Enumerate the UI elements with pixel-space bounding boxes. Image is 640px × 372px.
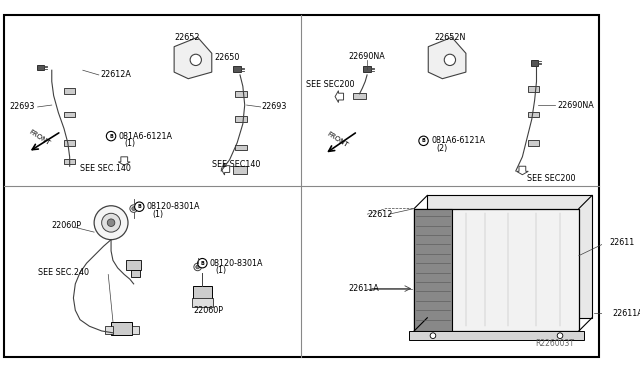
Bar <box>528 140 540 145</box>
Bar <box>126 260 141 270</box>
Bar <box>192 298 212 307</box>
Text: B: B <box>422 138 426 143</box>
Text: 22612: 22612 <box>367 210 392 219</box>
Bar <box>410 331 584 340</box>
Bar <box>64 140 76 145</box>
Text: 22650: 22650 <box>214 54 240 62</box>
Bar <box>131 270 140 277</box>
Text: 22690NA: 22690NA <box>348 52 385 61</box>
Text: 22690NA: 22690NA <box>557 100 594 110</box>
Text: 22060P: 22060P <box>193 306 223 315</box>
Circle shape <box>190 54 202 65</box>
Polygon shape <box>221 163 230 175</box>
Bar <box>236 145 246 150</box>
Bar <box>236 91 246 97</box>
Text: SEE SEC200: SEE SEC200 <box>306 80 355 89</box>
Text: 22612A: 22612A <box>100 70 132 80</box>
Circle shape <box>94 206 128 240</box>
Text: 22693: 22693 <box>10 102 35 112</box>
Circle shape <box>102 213 120 232</box>
Text: (2): (2) <box>436 144 448 153</box>
Text: 081A6-6121A: 081A6-6121A <box>118 132 173 141</box>
Polygon shape <box>428 37 466 79</box>
Circle shape <box>130 205 138 212</box>
Text: R226003T: R226003T <box>535 339 574 348</box>
Text: 22652N: 22652N <box>435 33 466 42</box>
Text: SEE SEC.240: SEE SEC.240 <box>38 268 89 277</box>
Polygon shape <box>364 67 371 72</box>
Circle shape <box>419 136 428 145</box>
Bar <box>528 112 540 117</box>
Polygon shape <box>335 91 344 103</box>
Bar <box>234 166 246 174</box>
Text: SEE SEC140: SEE SEC140 <box>212 160 260 169</box>
Circle shape <box>194 263 202 271</box>
Bar <box>64 159 76 164</box>
Text: SEE SEC.140: SEE SEC.140 <box>80 164 131 173</box>
Bar <box>414 209 452 331</box>
Text: 081A6-6121A: 081A6-6121A <box>431 136 485 145</box>
Circle shape <box>198 259 207 268</box>
Bar <box>353 93 366 99</box>
Circle shape <box>444 54 456 65</box>
Circle shape <box>132 207 136 211</box>
Bar <box>111 321 132 335</box>
Text: 08120-8301A: 08120-8301A <box>147 202 200 211</box>
Text: FRONT: FRONT <box>325 131 349 149</box>
Circle shape <box>196 265 200 269</box>
Bar <box>132 326 140 334</box>
Bar <box>414 209 579 331</box>
Polygon shape <box>516 166 528 175</box>
Bar <box>193 286 212 299</box>
Circle shape <box>557 333 563 339</box>
Text: (1): (1) <box>216 266 227 275</box>
Text: (1): (1) <box>124 139 136 148</box>
Polygon shape <box>174 37 212 79</box>
Text: (1): (1) <box>152 210 164 219</box>
Text: B: B <box>200 261 204 266</box>
Text: 08120-8301A: 08120-8301A <box>210 259 264 268</box>
Bar <box>528 86 540 92</box>
Bar <box>428 195 592 318</box>
Text: B: B <box>138 204 141 209</box>
Polygon shape <box>531 60 538 65</box>
Circle shape <box>430 333 436 339</box>
Bar <box>64 88 76 94</box>
Circle shape <box>134 202 144 211</box>
Text: SEE SEC200: SEE SEC200 <box>527 174 575 183</box>
Text: FRONT: FRONT <box>28 129 51 147</box>
Text: 22060P: 22060P <box>52 221 82 230</box>
Polygon shape <box>36 65 44 70</box>
Bar <box>236 116 246 122</box>
Bar <box>106 326 113 334</box>
Circle shape <box>108 219 115 227</box>
Text: 22611A: 22611A <box>612 308 640 318</box>
Polygon shape <box>234 67 241 72</box>
Text: 22611A: 22611A <box>348 284 379 293</box>
Text: B: B <box>109 134 113 139</box>
Text: 22652: 22652 <box>174 33 200 42</box>
Text: 22611: 22611 <box>609 238 634 247</box>
Circle shape <box>106 131 116 141</box>
Bar <box>64 112 76 117</box>
Polygon shape <box>118 157 130 165</box>
Text: 22693: 22693 <box>262 102 287 112</box>
